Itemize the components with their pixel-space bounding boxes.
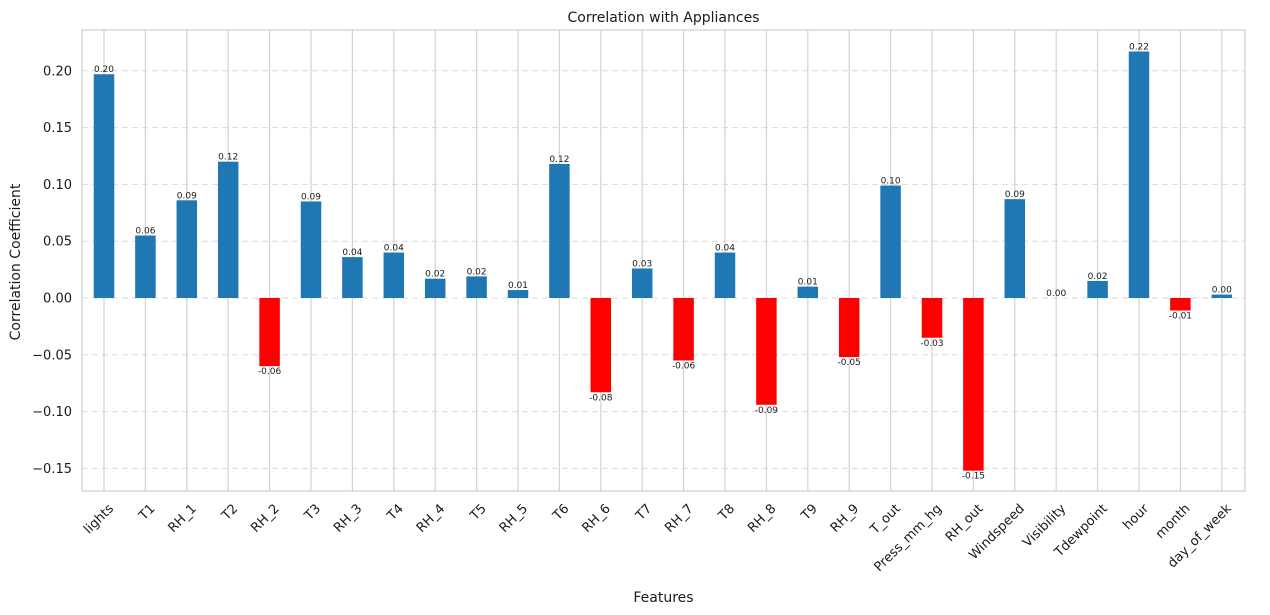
bar-T8 xyxy=(714,252,736,298)
bar-T3 xyxy=(300,201,322,298)
x-axis-ticks: lights T1 RH_1 T2 RH_2 T3 RH_3 T4 RH_4 T5 RH_5 T6 RH… xyxy=(81,501,1235,575)
bar-RH_6 xyxy=(590,298,612,393)
bar-month xyxy=(1170,298,1191,311)
data-label: -0.03 xyxy=(920,339,943,349)
x-tick-label: RH_1 xyxy=(165,501,199,535)
bar-RH_7 xyxy=(673,298,694,361)
bar-hour xyxy=(1128,51,1150,298)
data-label: 0.04 xyxy=(384,244,404,254)
bar-Windspeed xyxy=(1004,199,1026,298)
data-label: -0.09 xyxy=(755,406,779,416)
x-tick-label: RH_9 xyxy=(828,501,862,535)
x-tick-label: RH_8 xyxy=(745,501,779,535)
data-label: 0.04 xyxy=(715,244,735,254)
data-label: 0.02 xyxy=(425,270,445,280)
x-tick-label: T9 xyxy=(798,501,821,524)
y-tick-label: 0.15 xyxy=(43,121,72,136)
x-tick-label: T3 xyxy=(301,501,324,524)
bar-RH_9 xyxy=(838,298,860,358)
bar-T5 xyxy=(466,276,487,298)
x-tick-label: month xyxy=(1153,501,1193,541)
data-label: 0.02 xyxy=(467,267,487,277)
y-tick-label: 0.00 xyxy=(43,292,72,307)
data-label: 0.01 xyxy=(798,278,818,288)
x-tick-label: RH_2 xyxy=(248,501,282,535)
bar-RH_2 xyxy=(259,298,280,367)
bar-T7 xyxy=(631,268,653,298)
data-label: -0.08 xyxy=(589,393,613,403)
bar-T_out xyxy=(880,185,901,298)
x-tick-label: T2 xyxy=(218,501,241,524)
data-label: 0.12 xyxy=(549,155,569,165)
x-tick-label: T_out xyxy=(867,501,904,538)
bar-day_of_week xyxy=(1211,294,1233,298)
data-label: 0.02 xyxy=(1088,272,1108,282)
bar-RH_4 xyxy=(424,278,446,298)
bar-RH_out xyxy=(963,298,984,471)
y-axis-label: Correlation Coefficient xyxy=(8,183,24,340)
data-label: -0.15 xyxy=(962,472,985,482)
bar-lights xyxy=(93,74,115,298)
bars xyxy=(93,51,1233,471)
x-tick-label: RH_4 xyxy=(414,501,448,535)
bar-T2 xyxy=(217,161,239,298)
y-tick-label: −0.05 xyxy=(32,348,72,363)
x-tick-label: RH_3 xyxy=(331,501,365,535)
bar-RH_3 xyxy=(342,257,363,298)
x-tick-label: T5 xyxy=(467,501,490,524)
data-label: 0.09 xyxy=(177,191,197,201)
data-label: 0.01 xyxy=(508,281,528,291)
bar-Press_mm_hg xyxy=(921,298,943,338)
x-tick-label: RH_5 xyxy=(497,501,531,535)
bar-Tdewpoint xyxy=(1087,280,1108,298)
x-tick-label: T8 xyxy=(715,501,738,524)
chart-title: Correlation with Appliances xyxy=(568,10,760,26)
bar-T9 xyxy=(797,286,819,298)
y-tick-label: 0.20 xyxy=(43,64,72,79)
x-tick-label: hour xyxy=(1120,501,1152,533)
data-label: 0.09 xyxy=(301,192,321,202)
data-label: 0.09 xyxy=(1005,190,1025,200)
y-tick-label: 0.10 xyxy=(43,178,72,193)
data-label: -0.01 xyxy=(1169,311,1192,321)
x-tick-label: T4 xyxy=(384,501,407,524)
data-label: 0.00 xyxy=(1046,289,1066,299)
y-tick-label: −0.15 xyxy=(32,462,72,477)
data-label: -0.06 xyxy=(672,361,696,371)
x-axis-label: Features xyxy=(633,590,693,606)
data-label: 0.10 xyxy=(881,177,901,187)
bar-RH_1 xyxy=(176,200,198,298)
data-label: 0.12 xyxy=(218,153,238,163)
data-label: 0.03 xyxy=(632,259,652,269)
data-label: 0.06 xyxy=(135,227,155,237)
data-label: 0.00 xyxy=(1212,286,1232,296)
data-label: 0.04 xyxy=(342,248,362,258)
y-axis-ticks: 0.20 0.15 0.10 0.05 0.00 −0.05 −0.10 −0.15 xyxy=(32,64,72,477)
x-tick-label: T7 xyxy=(632,501,655,524)
x-tick-label: T6 xyxy=(550,501,573,524)
y-tick-label: 0.05 xyxy=(43,235,72,250)
plot-frame xyxy=(81,29,1246,492)
x-tick-label: lights xyxy=(81,501,117,537)
bar-T6 xyxy=(549,163,570,298)
data-label: -0.05 xyxy=(838,358,861,368)
bar-RH_8 xyxy=(756,298,777,405)
bar-T4 xyxy=(383,252,405,298)
data-label: -0.06 xyxy=(258,367,282,377)
x-tick-label: RH_6 xyxy=(579,501,613,535)
bar-RH_5 xyxy=(507,290,529,298)
y-tick-label: −0.10 xyxy=(32,405,72,420)
data-label: 0.22 xyxy=(1129,42,1149,52)
data-labels: 0.20 0.06 0.09 0.12 -0.06 0.09 0.04 0.04 0.02 0.0… xyxy=(94,42,1232,481)
x-tick-label: RH_7 xyxy=(662,501,696,535)
grid xyxy=(82,30,1245,491)
bar-T1 xyxy=(135,235,156,298)
data-label: 0.20 xyxy=(94,65,114,75)
x-tick-label: T1 xyxy=(136,501,159,524)
